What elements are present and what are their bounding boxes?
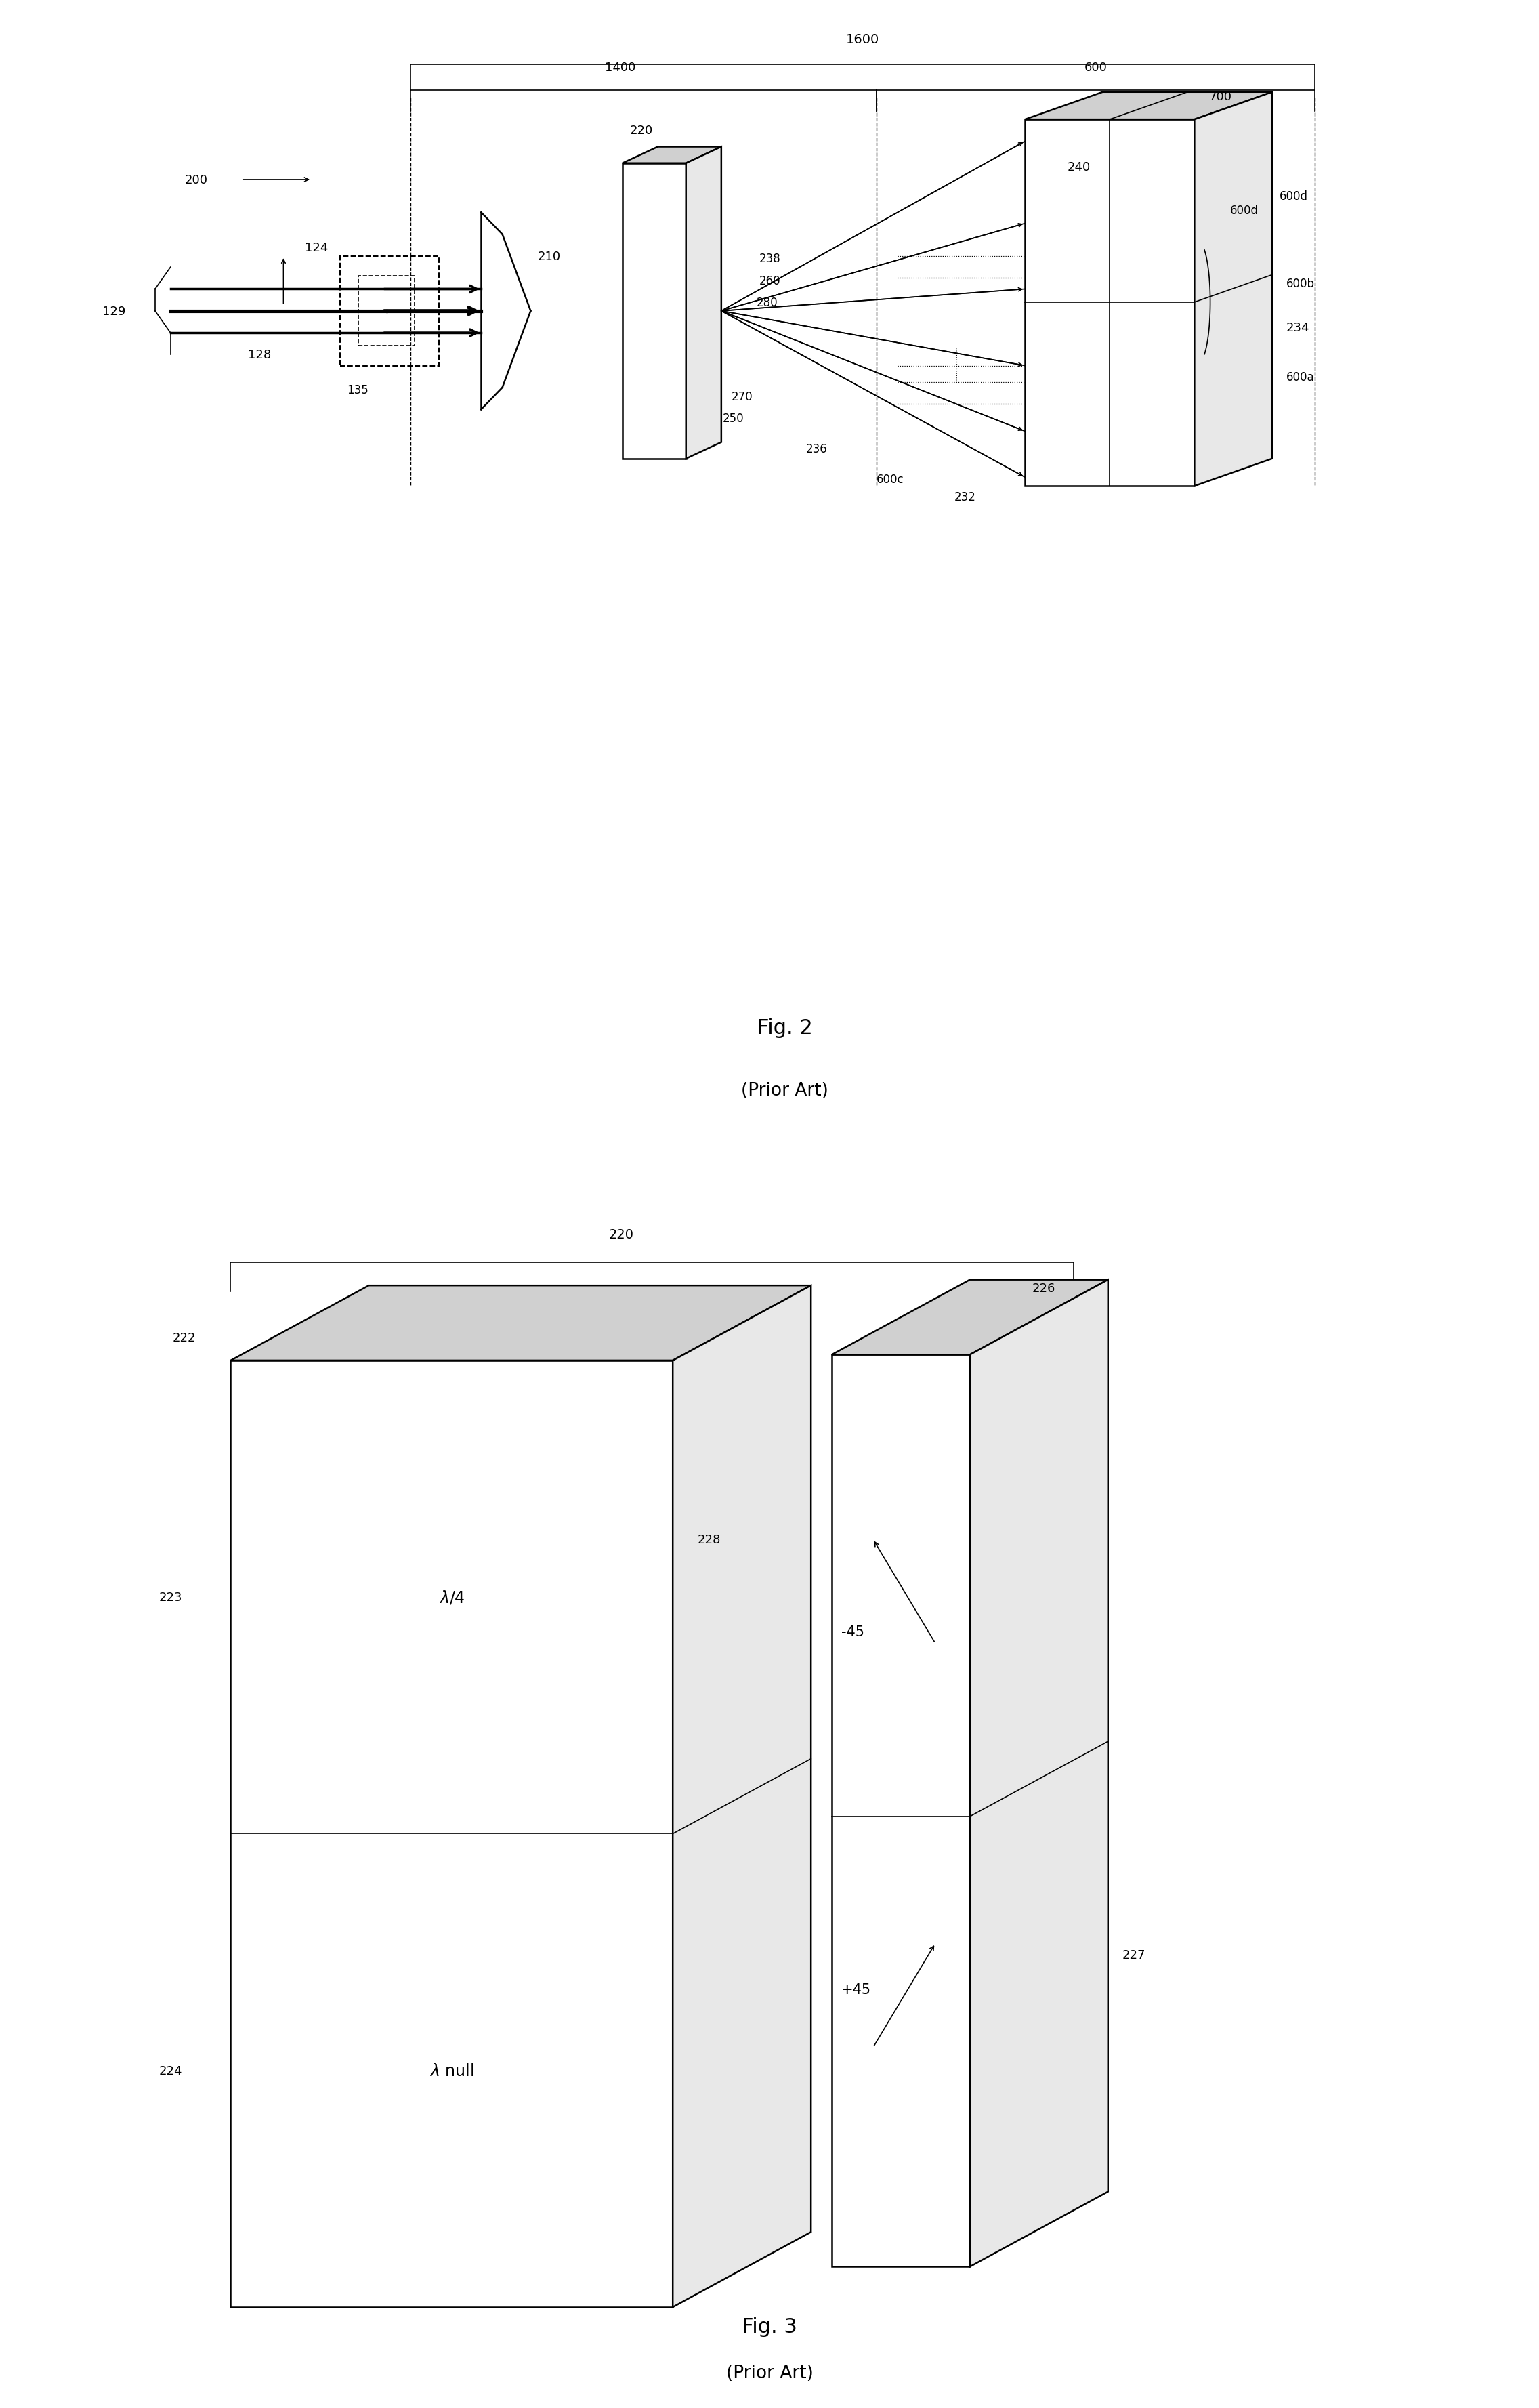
Polygon shape	[1025, 120, 1194, 486]
Polygon shape	[622, 164, 686, 460]
Text: 135: 135	[346, 385, 368, 397]
Text: +45: +45	[842, 1982, 871, 1996]
Text: 200: 200	[185, 173, 208, 185]
Text: 600a: 600a	[1287, 371, 1314, 383]
Text: $\lambda$/4: $\lambda$/4	[439, 1589, 465, 1606]
Text: 210: 210	[537, 250, 560, 262]
Polygon shape	[831, 1281, 1108, 1356]
Text: 238: 238	[759, 253, 780, 265]
Text: 227: 227	[1122, 1948, 1145, 1960]
Text: 280: 280	[757, 296, 779, 308]
Text: 600d: 600d	[1279, 190, 1308, 202]
Polygon shape	[1025, 92, 1273, 120]
Text: 1400: 1400	[605, 63, 636, 75]
Text: 232: 232	[954, 491, 976, 503]
Text: 1600: 1600	[846, 34, 879, 46]
Text: 600c: 600c	[877, 474, 905, 486]
Text: 236: 236	[806, 443, 828, 455]
Text: -45: -45	[842, 1625, 865, 1640]
Text: 600b: 600b	[1287, 277, 1314, 291]
Polygon shape	[970, 1281, 1108, 2266]
Text: 220: 220	[629, 125, 653, 137]
Text: 228: 228	[697, 1534, 720, 1546]
Text: 600d: 600d	[1230, 205, 1259, 217]
Polygon shape	[686, 147, 722, 460]
Text: 226: 226	[1033, 1281, 1056, 1293]
Polygon shape	[1194, 92, 1273, 486]
Text: Fig. 2: Fig. 2	[757, 1019, 813, 1038]
Polygon shape	[622, 147, 722, 164]
Text: 220: 220	[609, 1228, 634, 1240]
Polygon shape	[673, 1286, 811, 2307]
Bar	[340, 258, 439, 366]
Text: (Prior Art): (Prior Art)	[726, 2365, 813, 2382]
Text: 270: 270	[731, 390, 753, 402]
Text: 700: 700	[1208, 92, 1231, 104]
Text: 223: 223	[159, 1592, 182, 1604]
Text: 250: 250	[723, 412, 745, 424]
Text: 129: 129	[102, 306, 126, 318]
Text: Fig. 3: Fig. 3	[742, 2316, 797, 2336]
Polygon shape	[231, 1286, 811, 1361]
Text: 234: 234	[1287, 323, 1310, 335]
Polygon shape	[831, 1356, 970, 2266]
Text: (Prior Art): (Prior Art)	[742, 1081, 828, 1098]
Text: 222: 222	[172, 1332, 195, 1344]
Text: 260: 260	[759, 275, 780, 287]
Text: 240: 240	[1068, 161, 1091, 173]
Text: 600: 600	[1083, 63, 1107, 75]
Text: 128: 128	[248, 349, 271, 361]
Bar	[359, 277, 416, 347]
Text: $\lambda$ null: $\lambda$ null	[429, 2061, 474, 2078]
Text: 224: 224	[159, 2064, 182, 2076]
Text: 124: 124	[305, 241, 328, 255]
Polygon shape	[231, 1361, 673, 2307]
